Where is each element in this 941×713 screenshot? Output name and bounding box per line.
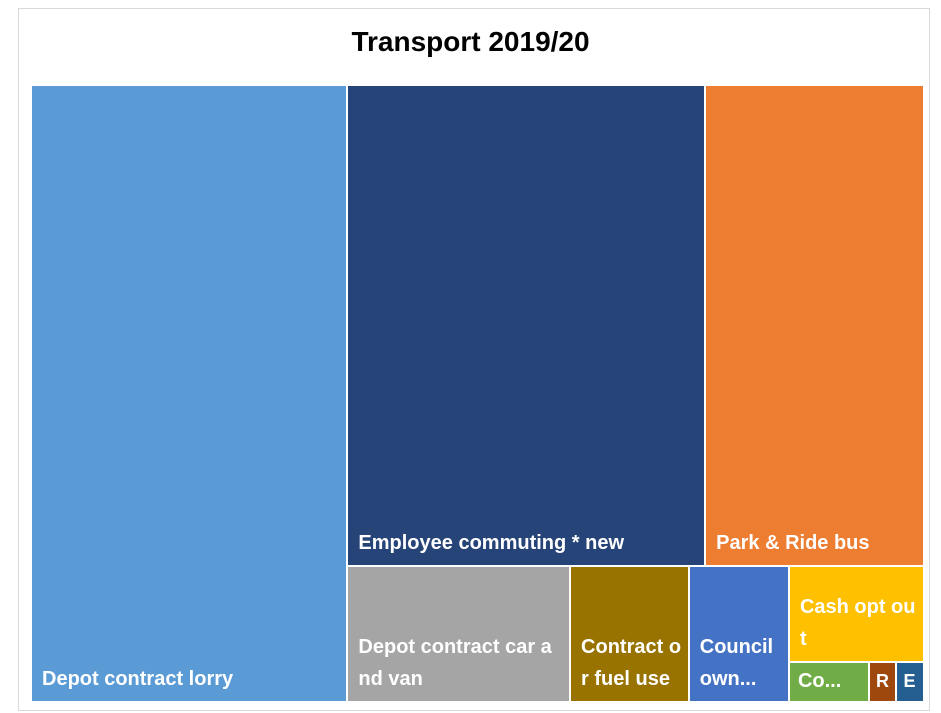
tile: Depot contract car and van: [348, 566, 572, 703]
tile-label: R: [875, 670, 889, 691]
tile-label: Depot contract lorry: [42, 668, 234, 690]
tile: R: [869, 662, 898, 703]
tile: Contract or fuel use: [571, 566, 690, 703]
chart-frame: [18, 8, 930, 711]
tile: Council own...: [689, 566, 790, 703]
tile-label: Co...: [797, 669, 842, 692]
chart-title: Transport 2019/20: [351, 26, 590, 57]
tile: Depot contract lorry: [32, 86, 349, 703]
tile-label: Employee commuting * new: [358, 531, 625, 554]
tile: Co...: [789, 662, 870, 703]
tile: Cash opt out: [789, 566, 925, 663]
tile-label: Depot contract car and van: [358, 635, 552, 690]
tile-label: E: [903, 670, 916, 691]
tile-label: Cash opt out: [799, 595, 916, 650]
tile: Employee commuting * new: [348, 86, 707, 567]
plot-area: Depot contract lorry Employee commuting *…: [32, 86, 925, 703]
tile: E: [897, 662, 925, 703]
tile-label: Park & Ride bus: [716, 531, 870, 554]
tile-label: Contract or fuel use: [581, 635, 682, 690]
tile: Park & Ride bus: [706, 86, 925, 567]
tile-label: Council own...: [699, 635, 774, 690]
